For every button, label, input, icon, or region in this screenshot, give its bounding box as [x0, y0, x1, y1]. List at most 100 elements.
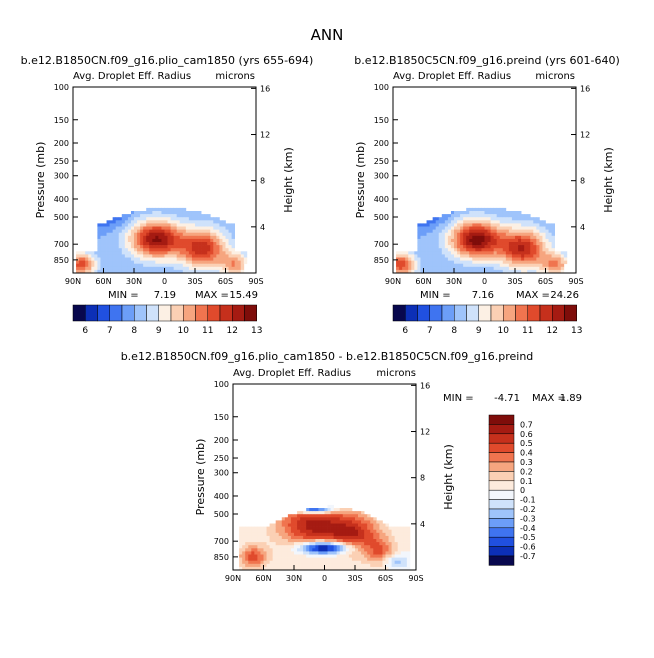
field-cell [351, 560, 356, 565]
field-cell [484, 217, 488, 221]
field-cell [149, 229, 153, 234]
field-cell [242, 566, 246, 571]
field-cell [496, 232, 501, 237]
field-cell [508, 266, 513, 271]
field-cell [257, 535, 261, 540]
field-cell [100, 245, 104, 249]
field-cell [536, 263, 540, 268]
field-cell [481, 217, 485, 221]
field-cell [315, 554, 319, 558]
field-cell [524, 238, 528, 243]
x-tick-label: 30N [286, 574, 302, 583]
colorbar-label: 10 [498, 326, 510, 336]
colorbar-swatch [392, 304, 406, 322]
field-cell [388, 535, 392, 540]
field-cell [257, 532, 261, 537]
field-cell [527, 242, 531, 246]
field-cell [420, 254, 424, 258]
field-cell [364, 545, 368, 549]
field-cell [127, 269, 132, 274]
field-cell [97, 232, 101, 237]
field-cell [364, 539, 368, 543]
field-cell [373, 557, 377, 562]
x-ticks: 90N 60N 30N 0 30S 60S 90S [225, 565, 424, 583]
field-cell [420, 251, 424, 255]
panel-plio: b.e12.B1850CN.f09_g16.plio_cam1850 (yrs … [21, 54, 314, 336]
field-cell [167, 266, 171, 271]
field-cell [472, 266, 476, 271]
field-cell [210, 235, 214, 240]
field-cell [179, 207, 184, 212]
field-cell [134, 254, 138, 258]
field-cell [539, 248, 543, 252]
field-cell [499, 226, 504, 230]
field-cell [158, 238, 162, 243]
field-cell [278, 526, 283, 531]
field-cell [287, 514, 292, 518]
field-cell [115, 217, 120, 221]
field-cell [182, 242, 187, 246]
field-cell [361, 520, 365, 524]
field-cell [149, 235, 153, 240]
field-cell [496, 260, 501, 265]
field-cell [143, 238, 147, 243]
field-cell [155, 242, 159, 246]
field-cell [417, 226, 421, 230]
field-cell [222, 232, 226, 237]
field-cell [179, 266, 184, 271]
field-cell [97, 263, 101, 268]
field-cell [287, 566, 292, 571]
field-cell [219, 242, 223, 246]
field-cell [435, 229, 440, 234]
field-cell [548, 263, 552, 268]
field-cell [454, 251, 458, 255]
field-cell [351, 520, 356, 524]
max-value: 15.49 [229, 290, 258, 301]
field-cell [239, 566, 243, 571]
field-cell [170, 207, 174, 212]
field-cell [176, 257, 181, 261]
x-tick-label: 30S [347, 574, 362, 583]
field-cell [324, 554, 328, 558]
field-cell [164, 226, 168, 230]
colorbar-label: -0.1 [520, 496, 536, 505]
field-cell [149, 232, 153, 237]
field-cell [505, 245, 510, 249]
field-cell [152, 260, 156, 265]
y-axis-label: Pressure (mb) [194, 439, 207, 516]
field-cell [367, 535, 371, 540]
field-cell [391, 535, 395, 540]
colorbar-label: 0 [520, 486, 525, 495]
field-cell [423, 226, 427, 230]
field-cell [505, 254, 510, 258]
field-cell [167, 254, 171, 258]
field-cell [225, 266, 229, 271]
field-cell [460, 245, 464, 249]
field-cell [496, 220, 501, 224]
field-cell [146, 223, 150, 227]
field-cell [402, 251, 406, 255]
field-cell [542, 226, 546, 230]
field-cell [303, 557, 307, 562]
field-cell [281, 526, 286, 531]
field-cell [370, 535, 374, 540]
field-cell [290, 551, 295, 555]
field-cell [161, 232, 165, 237]
field-cell [245, 548, 249, 552]
field-cell [100, 260, 104, 265]
field-cell [228, 263, 232, 268]
field-cell [188, 242, 193, 246]
field-cell [394, 551, 399, 555]
field-cell [290, 526, 295, 531]
x-ticks: 90N 60N 30N 0 30S 60S 90S [65, 268, 264, 286]
field-cell [475, 214, 479, 218]
field-cell [109, 248, 113, 252]
field-cell [140, 223, 144, 227]
field-cell [260, 529, 264, 534]
field-cell [91, 260, 95, 265]
field-cell [364, 517, 368, 521]
field-cell [155, 226, 159, 230]
field-cell [143, 226, 147, 230]
field-cell [330, 520, 334, 524]
field-cell [164, 207, 168, 212]
